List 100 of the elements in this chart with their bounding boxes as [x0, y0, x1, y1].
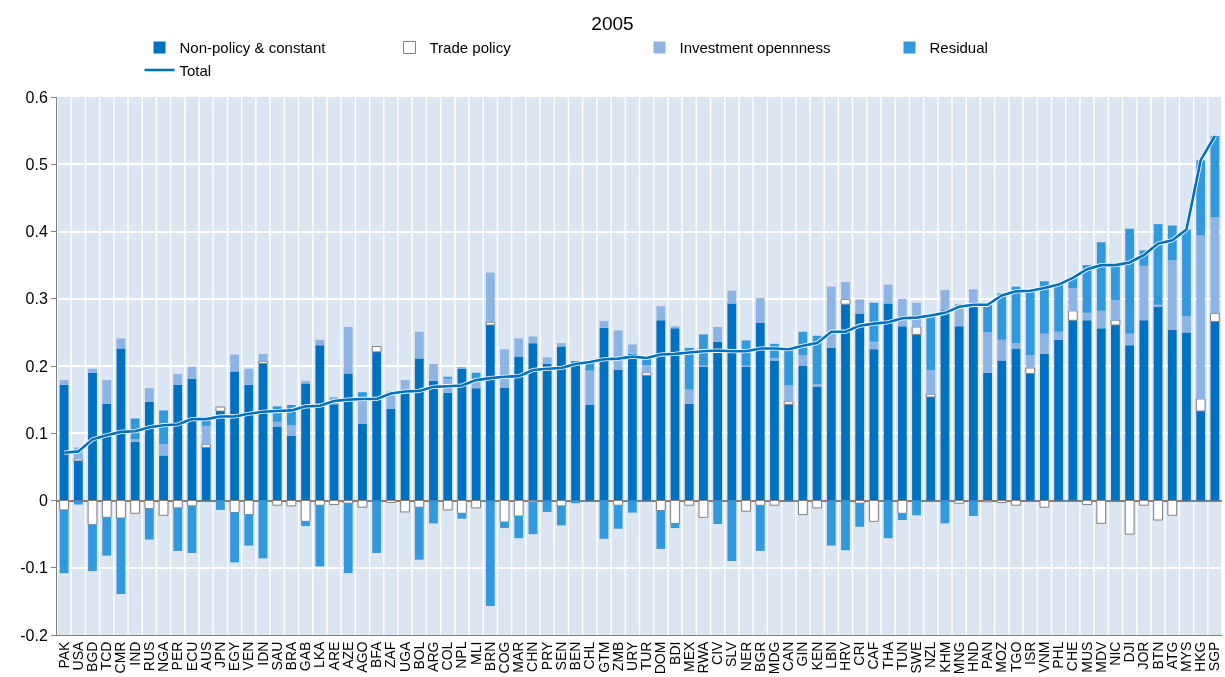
bar	[1167, 260, 1177, 330]
bar	[500, 387, 509, 501]
x-tick-label: THA	[879, 640, 896, 670]
x-tick-label: HRV	[837, 640, 854, 671]
x-tick-label: BGR	[751, 641, 768, 672]
x-tick-label: BEN	[567, 641, 584, 671]
x-tick-label: SAU	[268, 641, 285, 671]
bar	[528, 336, 538, 344]
y-tick-label: 0.6	[25, 88, 48, 106]
bar	[1182, 229, 1191, 317]
bar	[770, 357, 779, 361]
x-tick-label: IND	[126, 641, 143, 666]
bar	[1068, 320, 1078, 501]
bar	[187, 366, 197, 379]
chart-title: 2005	[591, 13, 634, 35]
bar	[897, 513, 907, 520]
bar	[713, 500, 723, 525]
bar	[457, 513, 467, 519]
bar	[230, 354, 239, 372]
bar	[1096, 328, 1106, 501]
y-tick-label: 0.2	[25, 357, 48, 375]
bar	[372, 500, 382, 553]
bar	[1125, 228, 1135, 334]
bar	[585, 405, 595, 501]
x-tick-label: BRA	[282, 640, 299, 671]
bar	[1196, 235, 1206, 399]
bar	[343, 503, 353, 574]
bar	[1210, 136, 1220, 218]
x-tick-label: LKA	[311, 640, 328, 669]
x-tick-label: ECU	[183, 641, 200, 672]
x-tick-label: MAR	[510, 641, 527, 673]
x-tick-label: BGD	[84, 641, 101, 672]
x-tick-label: BFA	[368, 640, 385, 669]
bar	[144, 508, 154, 540]
x-tick-label: ATG	[1163, 641, 1180, 670]
x-tick-label: USA	[69, 640, 86, 671]
x-tick-label: EGY	[226, 640, 243, 672]
bar	[613, 370, 623, 501]
x-tick-label: COG	[496, 641, 513, 674]
x-tick-label: TGO	[1007, 641, 1024, 672]
bar	[684, 403, 694, 501]
bar	[1210, 321, 1220, 501]
bar	[1054, 331, 1064, 340]
bar	[358, 423, 367, 501]
x-tick-label: AZE	[339, 641, 356, 669]
bar	[1025, 355, 1035, 369]
bar	[812, 384, 822, 387]
bar	[1182, 332, 1191, 501]
x-tick-label: BOL	[410, 641, 427, 670]
bar	[798, 366, 808, 501]
bar	[1125, 345, 1135, 501]
bar	[116, 338, 126, 349]
bar	[784, 349, 794, 386]
bar	[542, 500, 552, 512]
bar	[144, 388, 154, 402]
bar	[1068, 287, 1078, 311]
x-tick-label: BDI	[666, 641, 683, 665]
bar	[301, 521, 311, 527]
bar	[713, 327, 723, 342]
bar	[826, 286, 836, 348]
bar	[727, 290, 737, 304]
bar	[770, 360, 779, 501]
bar	[983, 332, 992, 373]
bar	[755, 298, 765, 323]
bar	[130, 439, 140, 442]
bar	[1011, 348, 1021, 501]
bar	[1040, 281, 1049, 334]
bar	[741, 366, 751, 501]
bar	[187, 505, 197, 553]
bar	[855, 299, 865, 314]
bar	[627, 500, 637, 513]
bar	[1139, 320, 1149, 501]
x-tick-label: ZMB	[609, 641, 626, 672]
x-tick-label: GAB	[297, 641, 314, 672]
x-tick-label: SLV	[723, 640, 740, 668]
legend-label: Investment opennness	[679, 39, 831, 57]
x-tick-label: CHE	[1064, 641, 1081, 672]
bar	[1111, 300, 1120, 321]
bar	[59, 380, 69, 385]
bar	[73, 500, 83, 505]
bar	[613, 505, 623, 529]
x-tick-label: MLI	[467, 641, 484, 665]
bar	[414, 507, 424, 560]
legend-label: Trade policy	[429, 39, 512, 57]
bar	[1011, 343, 1021, 349]
x-tick-label: TUR	[638, 641, 655, 671]
bar	[556, 505, 566, 526]
bar	[599, 500, 609, 539]
bar	[968, 500, 978, 516]
bar	[500, 522, 509, 529]
x-tick-label: BTN	[1149, 641, 1166, 670]
bar	[1139, 265, 1149, 321]
x-tick-label: TUN	[893, 641, 910, 671]
x-tick-label: JPN	[211, 641, 228, 669]
bar	[59, 509, 69, 574]
y-tick-label: -0.2	[20, 626, 48, 644]
x-tick-label: NIC	[1107, 641, 1123, 666]
bar	[73, 460, 83, 501]
bar	[983, 372, 992, 501]
bar	[826, 347, 836, 501]
